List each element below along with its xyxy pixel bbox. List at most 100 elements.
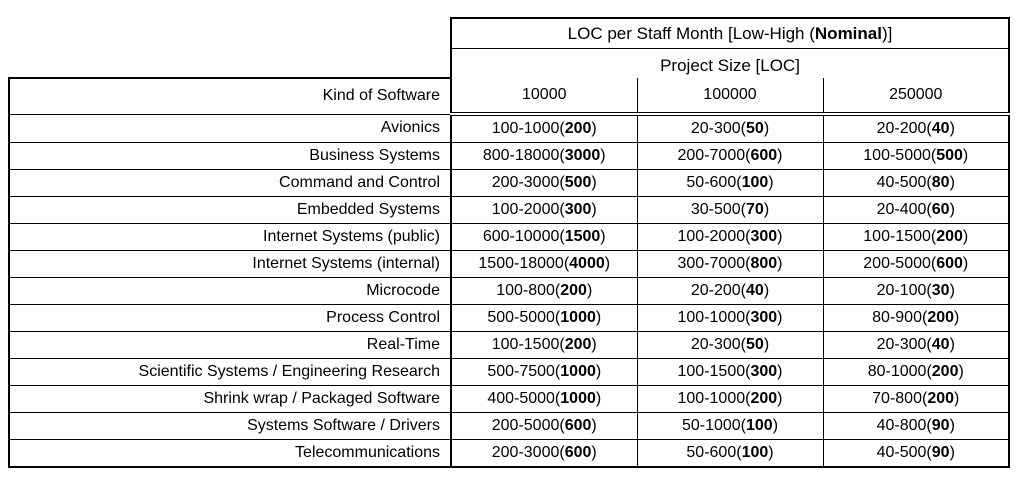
table-row: Telecommunications 200-3000(600) 50-600(10… bbox=[8, 439, 1011, 468]
nominal-value: 1000 bbox=[560, 390, 596, 407]
table-title-prefix: LOC per Staff Month [Low-High ( bbox=[567, 23, 815, 43]
table-title-suffix: )] bbox=[881, 23, 893, 43]
project-size-header: Project Size [LOC] bbox=[449, 48, 1011, 78]
nominal-value: 200 bbox=[927, 309, 955, 326]
loc-range-cell: 100-2000(300) bbox=[450, 196, 638, 224]
loc-range-cell: 100-1000(300) bbox=[636, 304, 824, 332]
nominal-value: 800 bbox=[750, 255, 778, 272]
loc-range-cell: 400-5000(1000) bbox=[450, 385, 638, 413]
column-headers-row: Kind of Software 10000 100000 250000 bbox=[8, 77, 1011, 116]
table-row: Embedded Systems 100-2000(300) 30-500(70) 2… bbox=[8, 196, 1011, 224]
loc-range-cell: 20-100(30) bbox=[822, 277, 1011, 305]
nominal-value: 500 bbox=[564, 174, 592, 191]
row-label: Telecommunications bbox=[8, 439, 452, 468]
nominal-value: 60 bbox=[931, 201, 950, 218]
loc-range-cell: 80-900(200) bbox=[822, 304, 1011, 332]
loc-range-cell: 80-1000(200) bbox=[822, 358, 1011, 386]
table-row: Shrink wrap / Packaged Software 400-5000(… bbox=[8, 385, 1011, 413]
nominal-value: 50 bbox=[746, 336, 764, 353]
loc-range-cell: 100-5000(500) bbox=[822, 142, 1011, 170]
nominal-value: 70 bbox=[746, 201, 764, 218]
table-title-bold: Nominal bbox=[814, 23, 882, 43]
nominal-value: 200 bbox=[564, 336, 592, 353]
table-row: Command and Control 200-3000(500) 50-600(1… bbox=[8, 169, 1011, 197]
loc-range-cell: 200-3000(600) bbox=[450, 439, 638, 468]
nominal-value: 300 bbox=[750, 228, 778, 245]
row-label: Microcode bbox=[8, 277, 452, 305]
nominal-value: 1000 bbox=[560, 363, 596, 380]
table-row: Real-Time 100-1500(200) 20-300(50) 20-300(4… bbox=[8, 331, 1011, 359]
nominal-value: 300 bbox=[564, 201, 592, 218]
size-column-header-100000: 100000 bbox=[636, 78, 824, 116]
loc-range-cell: 20-400(60) bbox=[822, 196, 1011, 224]
nominal-value: 300 bbox=[750, 363, 778, 380]
nominal-value: 300 bbox=[750, 309, 778, 326]
loc-range-cell: 500-5000(1000) bbox=[450, 304, 638, 332]
loc-range-cell: 1500-18000(4000) bbox=[450, 250, 638, 278]
nominal-value: 500 bbox=[936, 147, 963, 164]
row-label: Internet Systems (internal) bbox=[8, 250, 452, 278]
nominal-value: 200 bbox=[564, 120, 592, 137]
loc-range-cell: 100-1000(200) bbox=[450, 113, 638, 143]
loc-range-cell: 200-3000(500) bbox=[450, 169, 638, 197]
loc-range-cell: 100-1500(300) bbox=[636, 358, 824, 386]
loc-range-cell: 100-1500(200) bbox=[822, 223, 1011, 251]
nominal-value: 100 bbox=[746, 417, 773, 434]
nominal-value: 100 bbox=[741, 444, 769, 461]
nominal-value: 40 bbox=[931, 336, 950, 353]
table-row: Internet Systems (internal) 1500-18000(40… bbox=[8, 250, 1011, 278]
row-label: Systems Software / Drivers bbox=[8, 412, 452, 440]
loc-range-cell: 40-500(90) bbox=[822, 439, 1011, 468]
loc-range-cell: 200-5000(600) bbox=[450, 412, 638, 440]
loc-range-cell: 100-1500(200) bbox=[450, 331, 638, 359]
nominal-value: 4000 bbox=[569, 255, 605, 272]
nominal-value: 90 bbox=[931, 444, 950, 461]
nominal-value: 40 bbox=[746, 282, 764, 299]
nominal-value: 1000 bbox=[560, 309, 596, 326]
loc-range-cell: 50-1000(100) bbox=[636, 412, 824, 440]
loc-range-cell: 100-800(200) bbox=[450, 277, 638, 305]
table-row: Internet Systems (public) 600-10000(1500)… bbox=[8, 223, 1011, 251]
loc-range-cell: 500-7500(1000) bbox=[450, 358, 638, 386]
row-label: Shrink wrap / Packaged Software bbox=[8, 385, 452, 413]
row-label: Business Systems bbox=[8, 142, 452, 170]
table-row: Scientific Systems / Engineering Researc… bbox=[8, 358, 1011, 386]
loc-per-staff-month-table: LOC per Staff Month [Low-High (Nominal)]… bbox=[8, 17, 1011, 468]
nominal-value: 30 bbox=[931, 282, 950, 299]
empty-corner bbox=[9, 49, 451, 79]
table-row: Avionics 100-1000(200) 20-300(50) 20-200(40… bbox=[8, 113, 1011, 143]
nominal-value: 200 bbox=[560, 282, 587, 299]
loc-range-cell: 800-18000(3000) bbox=[450, 142, 638, 170]
row-label: Process Control bbox=[8, 304, 452, 332]
nominal-value: 600 bbox=[564, 417, 592, 434]
nominal-value: 3000 bbox=[564, 147, 601, 164]
nominal-value: 600 bbox=[564, 444, 592, 461]
empty-corner bbox=[9, 18, 451, 49]
loc-range-cell: 20-300(50) bbox=[636, 113, 824, 143]
loc-range-cell: 20-200(40) bbox=[822, 113, 1011, 143]
size-column-header-10000: 10000 bbox=[450, 78, 638, 116]
loc-range-cell: 200-5000(600) bbox=[822, 250, 1011, 278]
nominal-value: 200 bbox=[936, 228, 963, 245]
loc-range-cell: 20-300(40) bbox=[822, 331, 1011, 359]
loc-range-cell: 200-7000(600) bbox=[636, 142, 824, 170]
row-label: Avionics bbox=[8, 113, 452, 143]
table-row: Business Systems 800-18000(3000) 200-7000(… bbox=[8, 142, 1011, 170]
loc-range-cell: 40-800(90) bbox=[822, 412, 1011, 440]
loc-range-cell: 50-600(100) bbox=[636, 439, 824, 468]
nominal-value: 50 bbox=[746, 120, 764, 137]
table-body: Avionics 100-1000(200) 20-300(50) 20-200(40… bbox=[8, 113, 1011, 468]
page: LOC per Staff Month [Low-High (Nominal)]… bbox=[0, 17, 1018, 480]
table-row: Process Control 500-5000(1000) 100-1000(30… bbox=[8, 304, 1011, 332]
nominal-value: 600 bbox=[936, 255, 963, 272]
loc-range-cell: 100-2000(300) bbox=[636, 223, 824, 251]
nominal-value: 90 bbox=[931, 417, 950, 434]
table-row: Systems Software / Drivers 200-5000(600) 5… bbox=[8, 412, 1011, 440]
row-label: Internet Systems (public) bbox=[8, 223, 452, 251]
nominal-value: 200 bbox=[927, 390, 955, 407]
loc-range-cell: 20-200(40) bbox=[636, 277, 824, 305]
loc-range-cell: 100-1000(200) bbox=[636, 385, 824, 413]
subtitle-row: Project Size [LOC] bbox=[9, 48, 1011, 79]
row-label: Embedded Systems bbox=[8, 196, 452, 224]
row-label: Scientific Systems / Engineering Researc… bbox=[8, 358, 452, 386]
